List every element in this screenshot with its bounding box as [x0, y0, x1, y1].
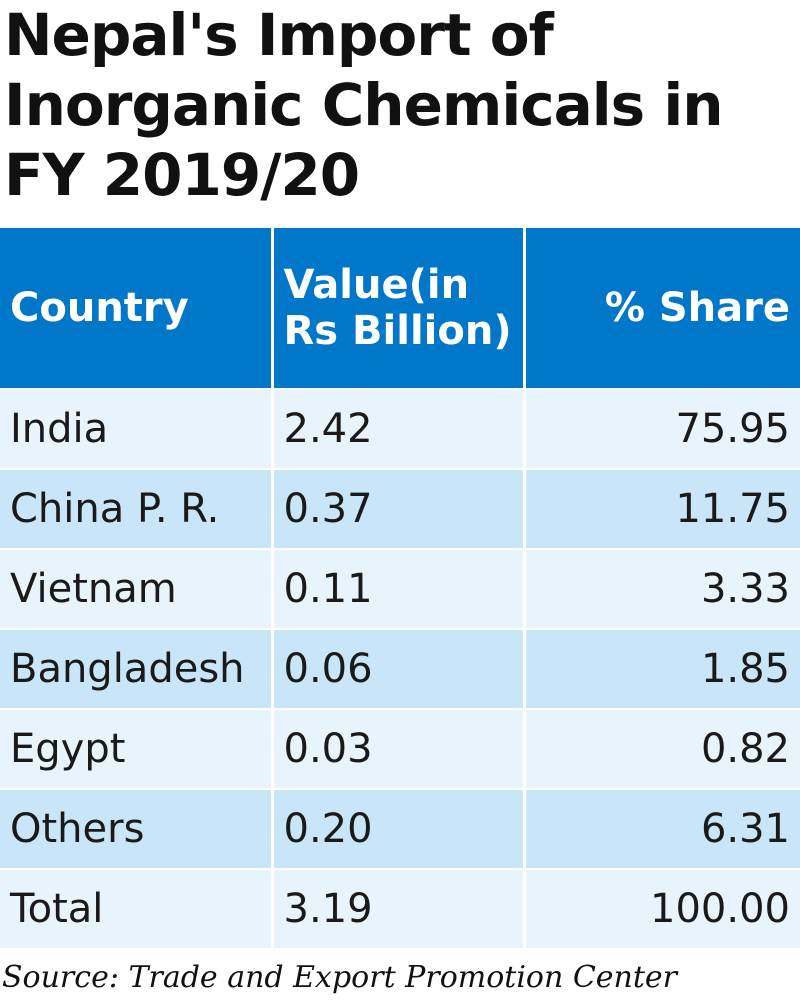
cell-value: 2.42 [272, 388, 526, 469]
cell-country: China P. R. [0, 468, 274, 549]
cell-share: 75.95 [524, 388, 800, 469]
cell-value: 0.06 [272, 628, 526, 709]
title-line: Nepal's Import of [4, 1, 554, 69]
table-row: Egypt 0.03 0.82 [0, 708, 800, 789]
cell-share: 3.33 [524, 548, 800, 629]
cell-share: 1.85 [524, 628, 800, 709]
header-line: Value(in [283, 262, 470, 308]
header-line: Country [10, 285, 189, 331]
cell-share: 0.82 [524, 708, 800, 789]
cell-share: 100.00 [524, 868, 800, 948]
cell-country: Others [0, 788, 274, 869]
table-row: Others 0.20 6.31 [0, 788, 800, 869]
cell-value: 0.03 [272, 708, 526, 789]
table-row: Total 3.19 100.00 [0, 868, 800, 948]
chart-title: Nepal's Import of Inorganic Chemicals in… [4, 0, 794, 210]
header-value: Value(in Rs Billion) [272, 228, 526, 389]
header-share: % Share [524, 228, 800, 389]
header-country: Country [0, 228, 274, 389]
cell-value: 0.37 [272, 468, 526, 549]
table-row: Vietnam 0.11 3.33 [0, 548, 800, 629]
import-table: Country Value(in Rs Billion) % Share Ind… [0, 228, 800, 948]
header-line: % Share [604, 285, 790, 331]
cell-country: Bangladesh [0, 628, 274, 709]
cell-value: 0.20 [272, 788, 526, 869]
table-row: India 2.42 75.95 [0, 388, 800, 469]
table-row: Bangladesh 0.06 1.85 [0, 628, 800, 709]
cell-value: 0.11 [272, 548, 526, 629]
table-header-row: Country Value(in Rs Billion) % Share [0, 228, 800, 389]
cell-share: 11.75 [524, 468, 800, 549]
table-body: India 2.42 75.95 China P. R. 0.37 11.75 Vietna… [0, 388, 800, 948]
cell-country: India [0, 388, 274, 469]
header-line: Rs Billion) [283, 308, 512, 354]
source-note: Source: Trade and Export Promotion Cente… [2, 960, 678, 995]
title-line: FY 2019/20 [4, 141, 360, 209]
cell-country: Total [0, 868, 274, 948]
cell-country: Egypt [0, 708, 274, 789]
cell-country: Vietnam [0, 548, 274, 629]
cell-value: 3.19 [272, 868, 526, 948]
table-row: China P. R. 0.37 11.75 [0, 468, 800, 549]
title-line: Inorganic Chemicals in [4, 71, 724, 139]
cell-share: 6.31 [524, 788, 800, 869]
